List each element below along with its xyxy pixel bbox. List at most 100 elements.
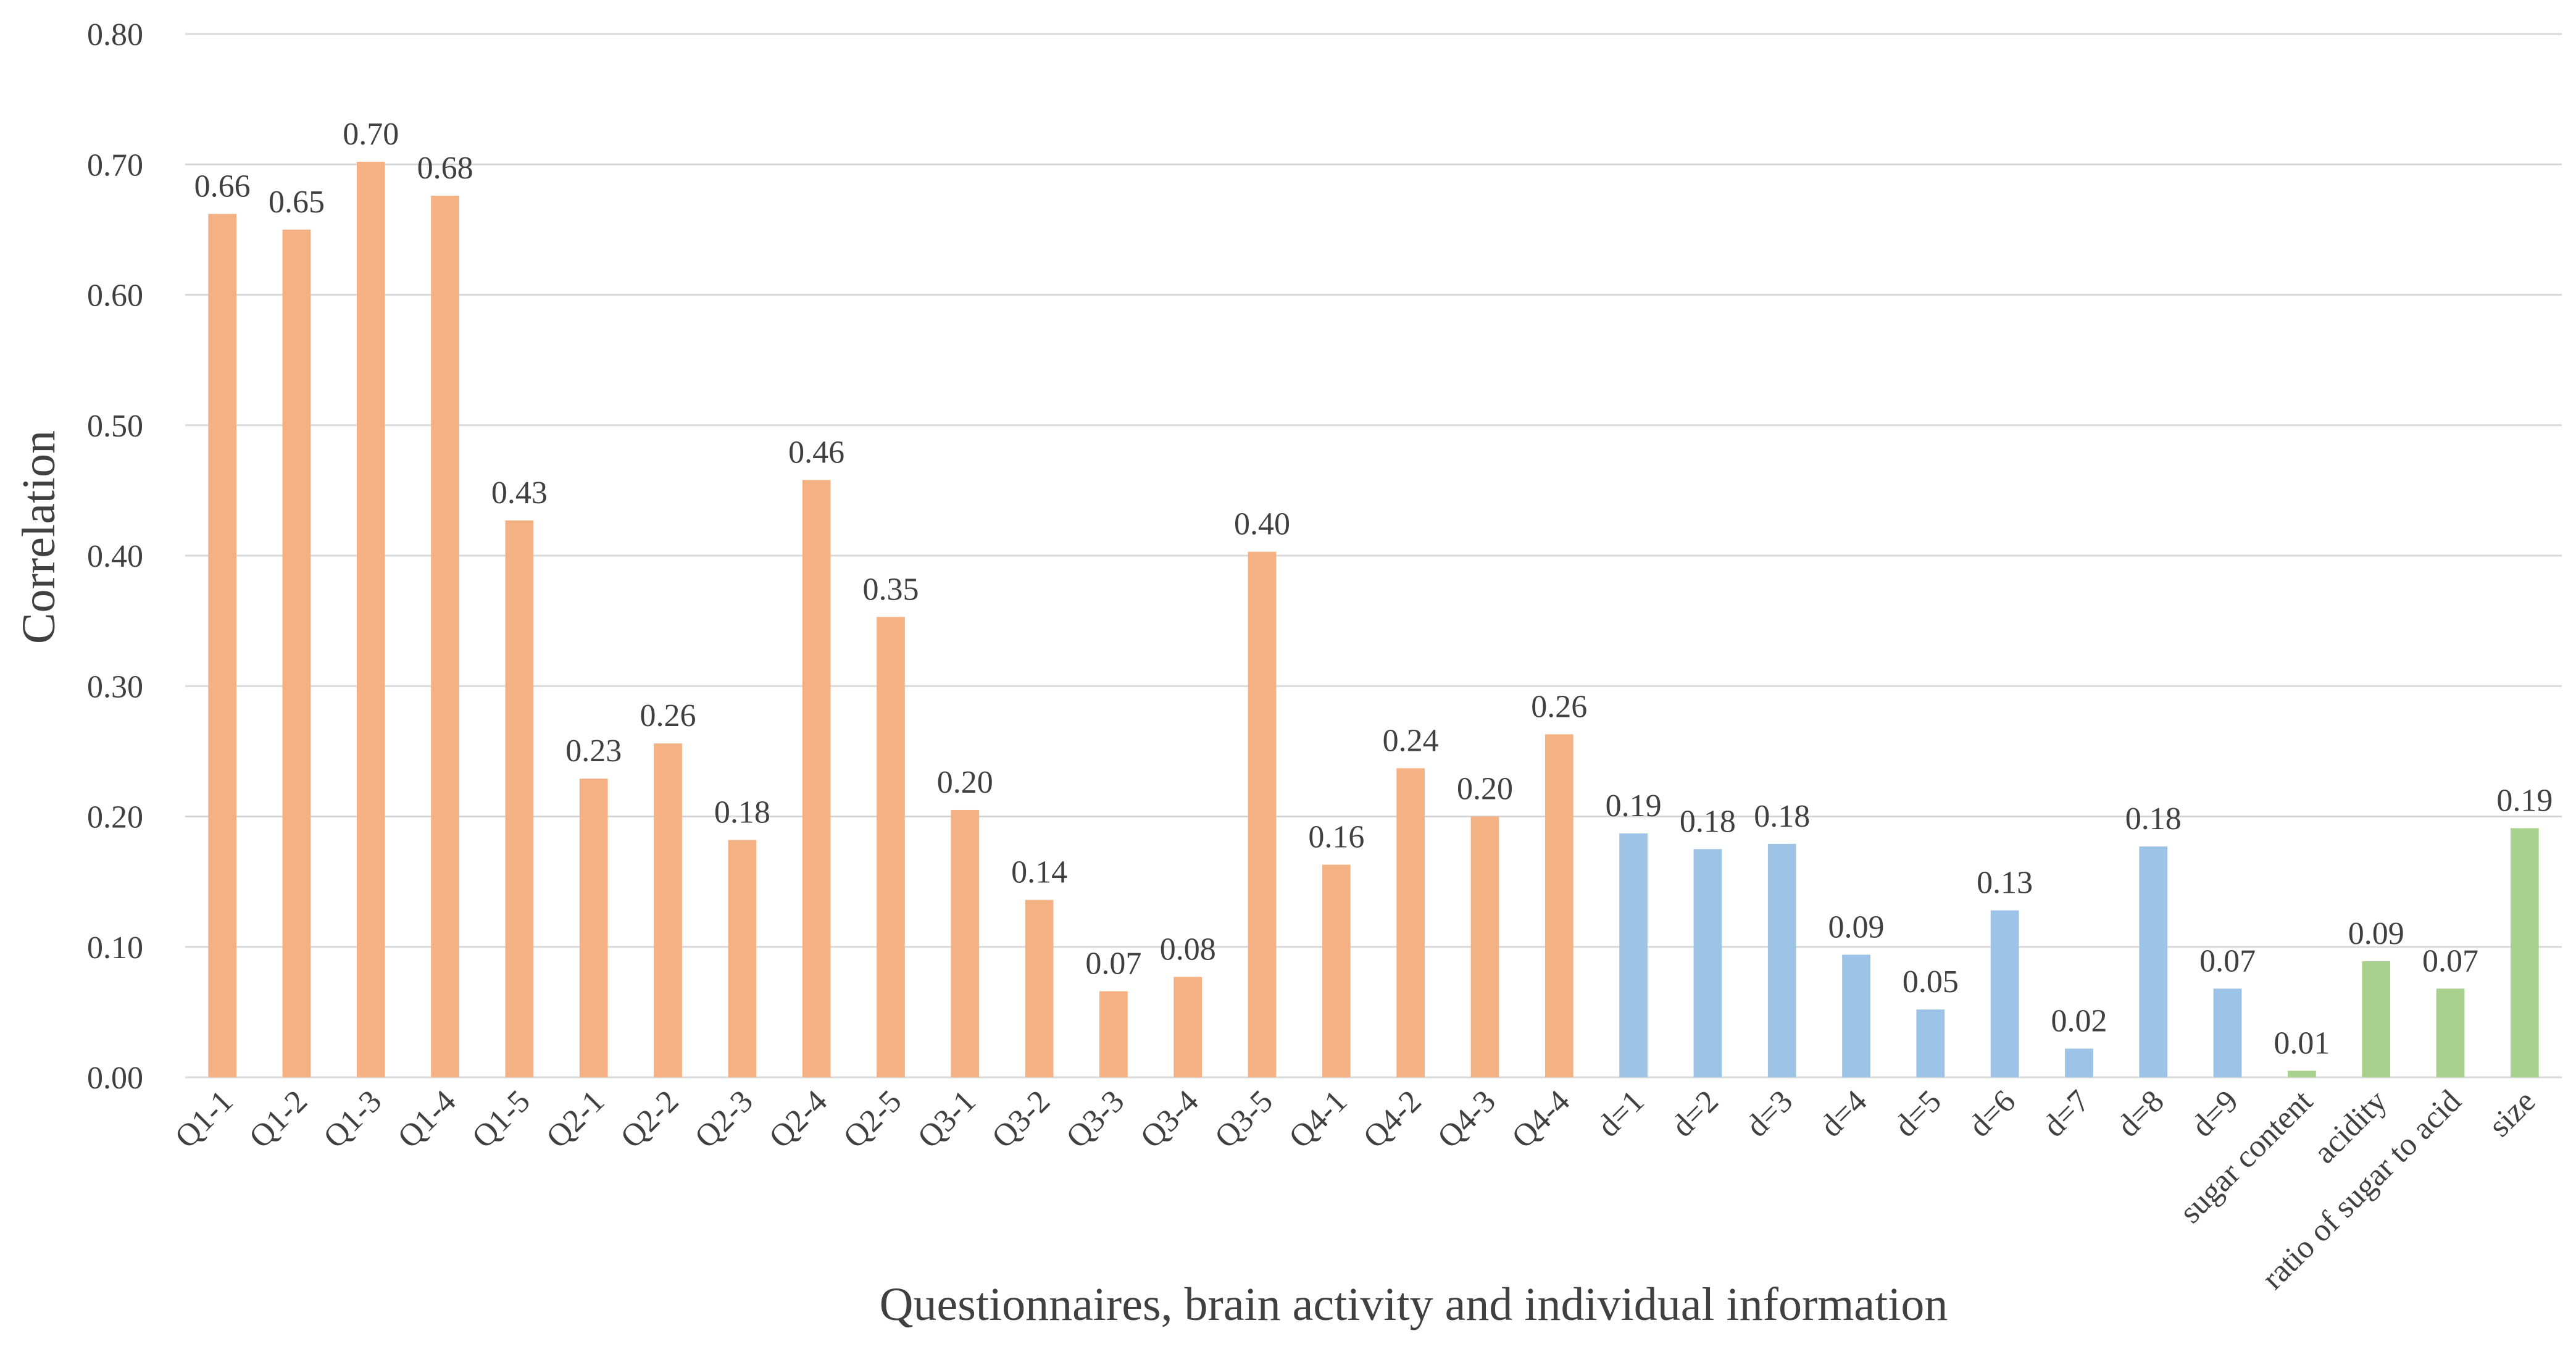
bar	[1916, 1009, 1945, 1077]
data-label: 0.05	[1903, 964, 1959, 1000]
y-tick-label: 0.50	[87, 409, 143, 444]
x-tick-label: Q4-1	[1282, 1083, 1354, 1155]
x-tick-label: Q1-2	[243, 1083, 314, 1155]
data-label: 0.07	[1085, 946, 1141, 982]
x-tick-label: Q1-4	[391, 1083, 463, 1155]
bars	[208, 162, 2539, 1078]
data-label: 0.18	[1754, 799, 1810, 834]
data-label: 0.08	[1160, 932, 1216, 967]
x-tick-label: Q3-1	[911, 1083, 983, 1155]
x-tick-label: Q3-3	[1060, 1083, 1132, 1155]
bar	[1767, 843, 1796, 1077]
bar	[431, 195, 459, 1078]
data-label: 0.01	[2274, 1025, 2330, 1061]
data-label: 0.18	[2125, 801, 2182, 837]
bar	[1470, 816, 1499, 1077]
bar	[2510, 828, 2539, 1077]
data-label: 0.09	[1828, 909, 1885, 945]
bar	[1099, 991, 1128, 1077]
data-label: 0.09	[2348, 916, 2404, 951]
bar	[1842, 954, 1870, 1077]
x-tick-label: Q4-4	[1505, 1083, 1577, 1155]
data-label: 0.43	[491, 475, 548, 511]
y-tick-label: 0.60	[87, 278, 143, 314]
bar	[654, 743, 682, 1077]
data-label: 0.20	[1457, 772, 1513, 807]
y-axis-ticks: 0.00 0.10 0.20 0.30 0.40 0.50 0.60 0.70 0.80	[87, 17, 143, 1096]
y-tick-label: 0.70	[87, 148, 143, 183]
x-tick-label: d=7	[2036, 1083, 2097, 1144]
x-tick-label: Q1-1	[169, 1083, 240, 1155]
y-tick-label: 0.10	[87, 930, 143, 966]
x-tick-label: Q3-5	[1208, 1083, 1280, 1155]
data-labels: 0.66 0.65 0.70 0.68 0.43 0.23 0.26 0.18 0.46 0.35…	[194, 117, 2553, 1061]
data-label: 0.18	[714, 795, 770, 830]
data-label: 0.24	[1383, 723, 1439, 758]
y-tick-label: 0.30	[87, 669, 143, 704]
data-label: 0.19	[2496, 783, 2553, 819]
bar	[505, 520, 534, 1077]
x-axis-title: Questionnaires, brain activity and indiv…	[880, 1279, 1948, 1330]
data-label: 0.35	[862, 572, 919, 607]
bar	[282, 229, 311, 1077]
bar	[728, 840, 757, 1077]
x-tick-label: Q4-2	[1357, 1083, 1428, 1155]
data-label: 0.68	[417, 151, 473, 186]
y-tick-label: 0.40	[87, 539, 143, 574]
x-tick-label: d=3	[1739, 1083, 1799, 1144]
bar	[1322, 864, 1351, 1077]
x-tick-label: d=8	[2111, 1083, 2171, 1144]
data-label: 0.14	[1011, 855, 1067, 890]
x-tick-label: Q4-3	[1431, 1083, 1503, 1155]
data-label: 0.13	[1977, 866, 2033, 901]
y-tick-label: 0.20	[87, 800, 143, 835]
bar	[1619, 833, 1648, 1077]
data-label: 0.02	[2051, 1004, 2107, 1039]
x-tick-label: Q1-3	[317, 1083, 388, 1155]
data-label: 0.16	[1308, 820, 1364, 855]
bar	[2362, 961, 2391, 1077]
x-tick-label: Q2-1	[540, 1083, 611, 1155]
bar	[2436, 988, 2465, 1077]
data-label: 0.23	[565, 733, 622, 769]
bar	[356, 162, 385, 1077]
data-label: 0.26	[640, 698, 696, 733]
bar	[1396, 768, 1425, 1077]
x-tick-label: d=6	[1962, 1083, 2022, 1144]
bar	[1173, 977, 1203, 1077]
y-axis-title: Correlation	[13, 430, 65, 644]
bar	[1693, 849, 1722, 1077]
x-tick-label: d=5	[1888, 1083, 1948, 1144]
data-label: 0.65	[269, 185, 325, 220]
x-tick-label: d=4	[1814, 1083, 1874, 1144]
x-tick-label: Q1-5	[465, 1083, 537, 1155]
bar	[1025, 900, 1054, 1077]
data-label: 0.46	[788, 435, 844, 470]
bar	[1990, 910, 2019, 1077]
bar	[2213, 988, 2242, 1077]
bar	[1544, 734, 1574, 1077]
x-tick-label: Q3-2	[985, 1083, 1057, 1155]
x-tick-label: d=2	[1665, 1083, 1725, 1144]
x-tick-label: Q2-3	[688, 1083, 760, 1155]
x-tick-label: Q2-4	[762, 1083, 834, 1155]
x-tick-label: d=1	[1591, 1083, 1651, 1144]
x-axis-ticks: Q1-1 Q1-2 Q1-3 Q1-4 Q1-5 Q2-1 Q2-2 Q2-3 Q2-4 Q2-5…	[169, 1083, 2543, 1296]
x-tick-label: Q3-4	[1134, 1083, 1206, 1155]
gridlines	[185, 33, 2562, 1079]
data-label: 0.20	[937, 765, 993, 800]
data-label: 0.07	[2199, 943, 2256, 979]
data-label: 0.07	[2422, 943, 2478, 979]
bar	[802, 480, 831, 1077]
x-tick-label: Q2-2	[614, 1083, 686, 1155]
x-tick-label: d=9	[2185, 1083, 2245, 1144]
data-label: 0.66	[194, 169, 251, 204]
bar	[579, 779, 608, 1077]
x-tick-label: Q2-5	[837, 1083, 909, 1155]
bar	[2288, 1071, 2316, 1077]
data-label: 0.18	[1680, 804, 1736, 839]
y-tick-label: 0.80	[87, 17, 143, 52]
bar	[2065, 1048, 2093, 1077]
